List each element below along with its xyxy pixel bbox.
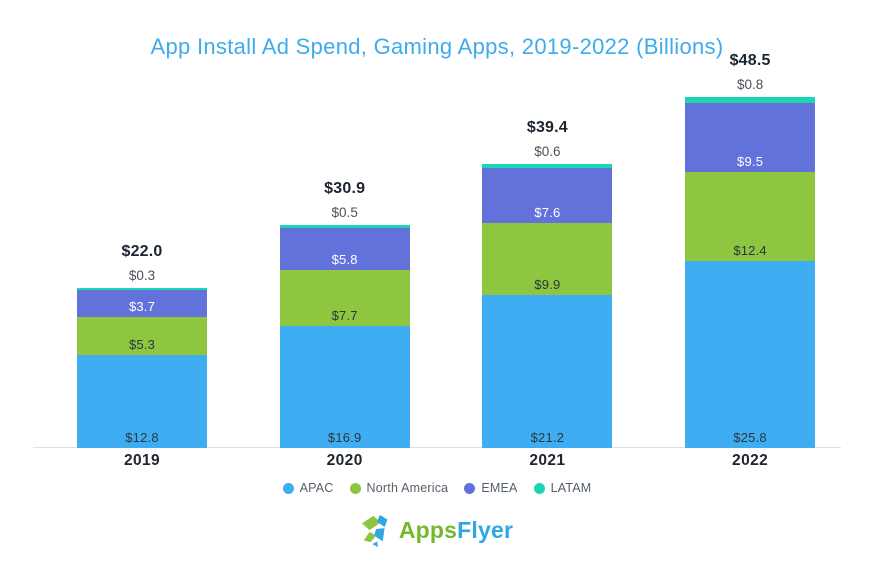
segment-latam-2022 [685,97,816,104]
logo-text-flyer: Flyer [457,516,514,543]
logo-text: AppsFlyer [399,517,513,544]
value-label-north-america-2020: $7.7 [331,307,358,323]
value-label-latam-2022: $0.8 [736,77,764,93]
value-label-north-america-2019: $5.3 [128,337,156,353]
segment-north-america-2022: $12.4 [685,171,816,262]
legend-item-latam: LATAM [533,481,592,495]
bar-2021: $21.2 $9.9 $7.6 $0.6 $39.4 2021 [482,0,613,469]
category-label-2020: 2020 [326,452,363,469]
legend-item-apac: APAC [282,481,334,495]
segment-apac-2019: $12.8 [77,355,207,448]
legend-dot-apac [282,482,294,494]
legend-item-emea: EMEA [464,481,517,495]
segment-north-america-2020: $7.7 [279,270,410,326]
total-label-2021: $39.4 [526,118,568,136]
legend: APAC North America EMEA LATAM [0,481,874,495]
segment-north-america-2021: $9.9 [482,223,613,295]
bar-2019: $12.8 $5.3 $3.7 $0.3 $22.0 2019 [77,0,207,469]
legend-dot-north-america [349,482,361,494]
category-label-2019: 2019 [123,452,161,469]
bar-2020: $16.9 $7.7 $5.8 $0.5 $30.9 2020 [279,0,410,469]
legend-label-apac: APAC [299,481,334,495]
segment-emea-2020: $5.8 [279,228,410,271]
total-label-2022: $48.5 [729,52,771,70]
value-label-emea-2022: $9.5 [737,153,764,169]
value-label-north-america-2021: $9.9 [534,276,561,292]
segment-latam-2019 [77,288,207,291]
x-axis-line [33,447,841,448]
value-label-latam-2021: $0.6 [534,143,561,159]
segment-emea-2021: $7.6 [482,168,613,224]
legend-dot-latam [533,482,545,494]
segment-emea-2019: $3.7 [77,290,207,318]
value-label-apac-2020: $16.9 [327,430,362,445]
segment-latam-2020 [279,224,410,229]
segment-apac-2021: $21.2 [482,294,613,448]
value-label-apac-2021: $21.2 [530,430,565,445]
category-label-2021: 2021 [529,452,566,469]
legend-label-emea: EMEA [481,481,518,495]
legend-dot-emea [464,482,476,494]
plot-area: $12.8 $5.3 $3.7 $0.3 $22.0 2019 $16.9 $7.7 $5.8 $… [33,0,841,469]
value-label-north-america-2022: $12.4 [733,243,767,259]
legend-label-latam: LATAM [550,481,592,495]
appsflyer-logo: AppsFlyer [0,513,874,547]
value-label-emea-2019: $3.7 [128,299,156,315]
legend-label-north-america: North America [366,481,449,495]
logo-text-apps: Apps [398,516,458,543]
segment-latam-2021 [482,163,613,169]
value-label-apac-2022: $25.8 [733,430,767,445]
value-label-latam-2020: $0.5 [331,204,358,220]
legend-item-north-america: North America [349,481,449,495]
segment-apac-2022: $25.8 [685,261,816,448]
appsflyer-logo-icon [361,514,388,547]
segment-north-america-2019: $5.3 [77,317,207,356]
segment-apac-2020: $16.9 [279,325,410,448]
value-label-emea-2021: $7.6 [534,205,561,221]
value-label-apac-2019: $12.8 [125,430,159,445]
total-label-2020: $30.9 [324,179,366,197]
category-label-2022: 2022 [732,452,769,469]
chart-title: App Install Ad Spend, Gaming Apps, 2019-… [150,34,724,59]
total-label-2019: $22.0 [121,243,163,261]
bar-2022: $25.8 $12.4 $9.5 $0.8 $48.5 2022 [685,0,816,469]
value-label-emea-2020: $5.8 [331,252,358,268]
segment-emea-2022: $9.5 [685,103,816,172]
value-label-latam-2019: $0.3 [128,268,156,284]
